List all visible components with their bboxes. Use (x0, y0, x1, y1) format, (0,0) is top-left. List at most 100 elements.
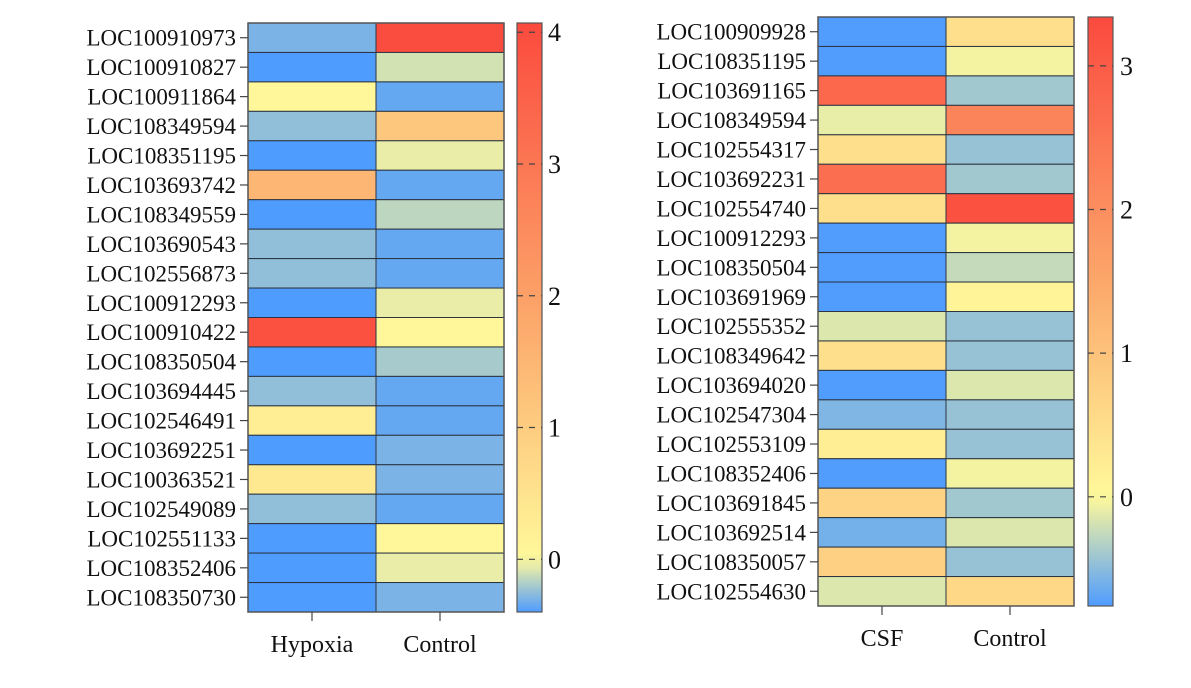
heatmap-cell (817, 45, 947, 77)
heatmap-cell (945, 281, 1075, 312)
heatmap-cell (375, 51, 505, 83)
row-label: LOC102551133 (87, 526, 236, 551)
heatmap-cell (375, 464, 505, 495)
heatmap-cell (247, 493, 377, 525)
heatmap-cell (247, 582, 377, 613)
heatmap-cell (247, 405, 377, 436)
row-label: LOC103690543 (87, 232, 237, 257)
heatmap-border (247, 22, 505, 613)
heatmap-cell (945, 134, 1075, 165)
heatmap-cell (375, 317, 505, 348)
heatmap-cell (817, 75, 947, 106)
row-label: LOC102554317 (657, 138, 807, 163)
row-label: LOC102553109 (657, 432, 807, 457)
heatmap-cell (817, 163, 947, 195)
heatmap-cell (817, 252, 947, 283)
colorbar-tick-label: 2 (548, 282, 561, 311)
heatmap-cell (247, 317, 377, 348)
heatmap-cell (375, 258, 505, 289)
heatmap-cell (375, 582, 505, 613)
heatmap-panel-hypoxia: LOC100910973 LOC100910827 LOC100911864 LOC1… (87, 18, 562, 658)
heatmap-cell (945, 163, 1075, 195)
heatmap-cell (817, 399, 947, 430)
row-label: LOC103691969 (657, 285, 807, 310)
heatmap-cell (945, 487, 1075, 519)
row-label: LOC100910973 (87, 26, 237, 51)
heatmap-cell (375, 110, 505, 142)
heatmap-cell (247, 434, 377, 466)
row-label: LOC100910827 (87, 55, 237, 80)
heatmap-cell (945, 428, 1075, 460)
heatmap-cell (817, 369, 947, 401)
heatmap-cell (945, 75, 1075, 106)
heatmap-cell (817, 222, 947, 254)
heatmap-cell (375, 22, 505, 53)
heatmap-cell (247, 22, 377, 53)
row-label: LOC108350504 (87, 350, 237, 375)
row-label: LOC100910422 (87, 320, 237, 345)
heatmap-cell (247, 258, 377, 289)
heatmap-cell (247, 287, 377, 318)
colorbar (516, 22, 543, 613)
colorbar-tick-label: 4 (548, 18, 561, 47)
row-label: LOC108351195 (87, 144, 236, 169)
row-label: LOC100912293 (87, 291, 237, 316)
heatmap-cell (247, 464, 377, 495)
heatmap-cell (247, 110, 377, 142)
row-label: LOC102554740 (657, 196, 807, 221)
heatmap-cell (247, 169, 377, 201)
heatmap-cell (375, 287, 505, 318)
heatmap-cell (817, 428, 947, 460)
row-label: LOC108352406 (657, 461, 807, 486)
heatmap-cell (945, 45, 1075, 77)
colorbar-tick-label: 1 (1120, 339, 1133, 368)
colorbar-tick-label: 3 (548, 150, 561, 179)
heatmap-cell (817, 458, 947, 489)
heatmap-border (817, 16, 1075, 607)
row-label: LOC102556873 (87, 261, 237, 286)
heatmap-cell (375, 346, 505, 377)
row-label: LOC103691165 (657, 79, 806, 104)
heatmap-cell (247, 81, 377, 112)
heatmap-cell (945, 311, 1075, 342)
row-label: LOC103692231 (657, 167, 807, 192)
row-label: LOC100911864 (87, 85, 236, 110)
heatmap-cell (817, 16, 947, 47)
heatmap-cell (247, 51, 377, 83)
heatmap-cell (945, 193, 1075, 224)
heatmap-cell (375, 434, 505, 466)
row-label: LOC108349594 (657, 108, 807, 133)
heatmap-cell (945, 576, 1075, 607)
heatmap-cell (817, 104, 947, 136)
column-label: Control (973, 626, 1047, 652)
row-label: LOC100909928 (657, 20, 807, 45)
heatmap-cell (247, 199, 377, 230)
heatmap-cell (247, 552, 377, 584)
heatmap-cell (817, 134, 947, 165)
row-label: LOC103691845 (657, 491, 807, 516)
heatmap-cell (945, 517, 1075, 548)
heatmap-cell (375, 375, 505, 407)
row-label: LOC100912293 (657, 226, 807, 251)
heatmap-cell (817, 546, 947, 578)
heatmap-cell (945, 340, 1075, 371)
row-label: LOC103694445 (87, 379, 237, 404)
row-label: LOC102547304 (657, 403, 807, 428)
row-label: LOC103694020 (657, 373, 807, 398)
row-label: LOC108349642 (657, 344, 807, 369)
heatmap-cell (817, 193, 947, 224)
heatmap-cell (375, 81, 505, 112)
heatmap-cell (945, 104, 1075, 136)
row-label: LOC108350504 (657, 255, 807, 280)
heatmap-cell (945, 546, 1075, 578)
row-label: LOC108350730 (87, 585, 237, 610)
heatmap-cell (945, 252, 1075, 283)
row-label: LOC102555352 (657, 314, 807, 339)
heatmap-cell (945, 369, 1075, 401)
colorbar-tick-label: 2 (1120, 196, 1133, 225)
row-label: LOC103693742 (87, 173, 237, 198)
row-label: LOC108349559 (87, 202, 237, 227)
row-label: LOC103692251 (87, 438, 237, 463)
colorbar-tick-label: 0 (1120, 483, 1133, 512)
